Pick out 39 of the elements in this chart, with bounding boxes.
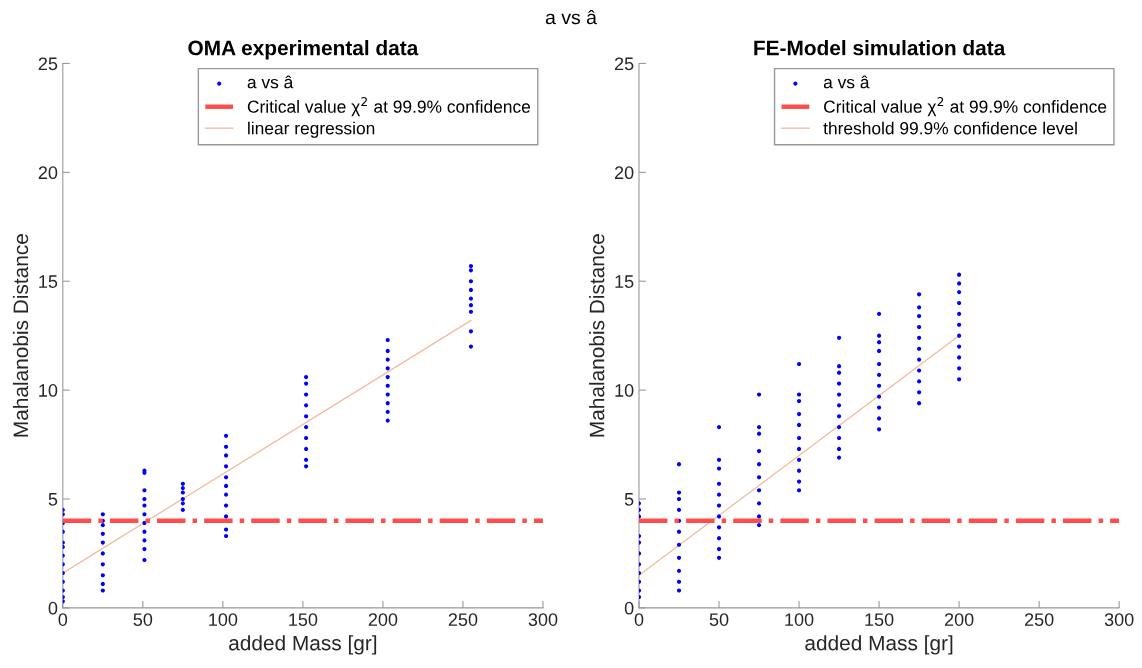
y-tick-label: 20 — [38, 166, 58, 180]
x-tick-label: 150 — [289, 613, 318, 626]
y-axis-title: Mahalanobis Distance — [589, 234, 605, 437]
legend-label: a vs â — [823, 75, 870, 89]
x-tick-label: 50 — [709, 613, 729, 626]
x-tick-label: 250 — [448, 613, 478, 626]
y-axis-title: Mahalanobis Distance — [12, 234, 29, 437]
x-tick-label: 300 — [528, 613, 558, 626]
y-tick-label: 15 — [615, 275, 634, 288]
legend-label: a vs â — [247, 75, 294, 89]
x-tick-label: 0 — [58, 613, 68, 626]
x-tick-label: 250 — [1024, 613, 1054, 626]
x-tick-label: 0 — [634, 613, 644, 626]
y-tick-label: 25 — [38, 57, 58, 71]
x-tick-label: 200 — [368, 613, 398, 626]
y-tick-label: 25 — [614, 57, 634, 71]
y-tick-label: 10 — [39, 384, 58, 397]
x-axis-title: added Mass [gr] — [805, 635, 953, 655]
x-tick-label: 150 — [865, 613, 894, 626]
x-tick-label: 100 — [209, 613, 238, 626]
x-tick-label: 50 — [133, 613, 153, 626]
y-tick-label: 5 — [624, 493, 634, 506]
legend-label: Critical value χ$^{2}$ at 99.9% confidence — [824, 97, 1107, 117]
legend-label: linear regression — [248, 121, 375, 138]
y-tick-label: 10 — [615, 384, 634, 397]
x-axis-title: added Mass [gr] — [229, 635, 377, 655]
text: a vs â — [545, 9, 597, 25]
legend-label: Critical value χ$^{2}$ at 99.9% confidence — [247, 97, 531, 117]
x-tick-label: 100 — [785, 613, 814, 626]
chart-title: FE-Model simulation data — [754, 40, 1006, 56]
y-tick-label: 15 — [39, 275, 58, 288]
x-tick-label: 300 — [1104, 613, 1134, 626]
x-tick-label: 200 — [944, 613, 974, 626]
chart-title: OMA experimental data — [188, 40, 419, 60]
y-tick-label: 0 — [624, 601, 634, 615]
legend-label: threshold 99.9% confidence level — [823, 121, 1077, 135]
y-tick-label: 20 — [614, 166, 634, 180]
y-tick-label: 0 — [48, 601, 58, 615]
y-tick-label: 5 — [48, 493, 58, 506]
